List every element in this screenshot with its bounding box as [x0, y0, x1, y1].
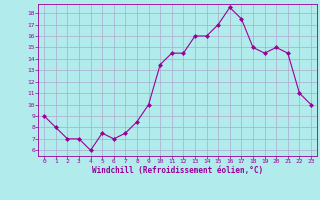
X-axis label: Windchill (Refroidissement éolien,°C): Windchill (Refroidissement éolien,°C) — [92, 166, 263, 175]
